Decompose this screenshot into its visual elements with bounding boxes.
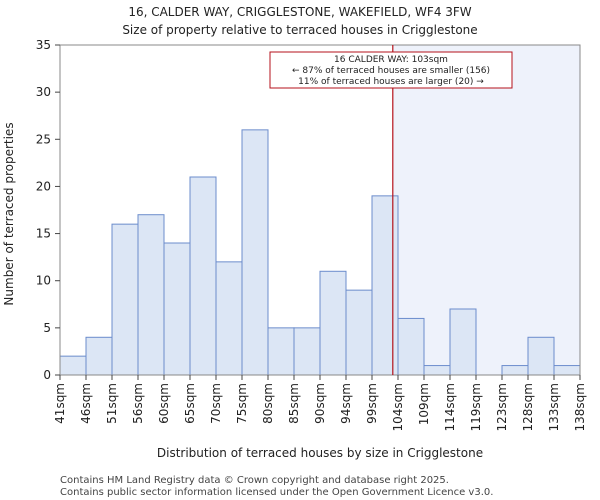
chart-subtitle: Size of property relative to terraced ho… — [122, 23, 477, 37]
bar — [345, 289, 373, 376]
x-tick-label: 65sqm — [183, 383, 197, 424]
bar — [241, 129, 269, 376]
bar — [59, 355, 87, 376]
y-axis-label: Number of terraced properties — [2, 122, 16, 305]
y-tick-label: 20 — [36, 179, 51, 193]
x-tick-label: 94sqm — [339, 383, 353, 424]
x-tick-label: 85sqm — [287, 383, 301, 424]
x-tick-label: 119sqm — [469, 383, 483, 431]
bar — [527, 336, 555, 376]
bar — [267, 327, 295, 376]
y-tick-label: 35 — [36, 38, 51, 52]
y-tick-label: 5 — [43, 321, 51, 335]
bar — [215, 261, 243, 376]
x-tick-label: 104sqm — [391, 383, 405, 431]
footer-copyright: Contains HM Land Registry data © Crown c… — [60, 475, 449, 486]
bar — [397, 317, 425, 376]
annotation-line: ← 87% of terraced houses are smaller (15… — [292, 66, 490, 76]
bar — [371, 195, 399, 376]
x-tick-label: 75sqm — [235, 383, 249, 424]
bar — [423, 365, 451, 376]
bar — [449, 308, 477, 376]
footer-licence: Contains public sector information licen… — [60, 487, 493, 498]
y-tick-label: 25 — [36, 132, 51, 146]
x-tick-label: 123sqm — [495, 383, 509, 431]
x-tick-label: 46sqm — [79, 383, 93, 424]
x-tick-label: 90sqm — [313, 383, 327, 424]
x-tick-label: 56sqm — [131, 383, 145, 424]
y-tick-label: 15 — [36, 227, 51, 241]
chart-title: 16, CALDER WAY, CRIGGLESTONE, WAKEFIELD,… — [128, 5, 471, 19]
x-tick-label: 70sqm — [209, 383, 223, 424]
bar — [189, 176, 217, 376]
annotation-line: 16 CALDER WAY: 103sqm — [334, 55, 448, 65]
bar — [163, 242, 191, 376]
annotation-box — [269, 51, 513, 89]
x-tick-label: 109qm — [417, 383, 431, 425]
bar — [319, 270, 347, 376]
y-tick-label: 0 — [43, 368, 51, 382]
x-axis-label: Distribution of terraced houses by size … — [157, 446, 483, 460]
bar — [293, 327, 321, 376]
x-tick-label: 51sqm — [105, 383, 119, 424]
bar — [553, 365, 581, 376]
x-tick-label: 41sqm — [53, 383, 67, 424]
plot-area: 0 5 10 15 20 25 30 35 41sqm 46sqm 51sqm 56sqm 60sqm 6… — [36, 38, 587, 431]
x-tick-label: 114sqm — [443, 383, 457, 431]
bar — [501, 365, 529, 376]
y-tick-label: 30 — [36, 85, 51, 99]
x-tick-label: 99sqm — [365, 383, 379, 424]
x-tick-label: 80sqm — [261, 383, 275, 424]
x-tick-label: 138sqm — [573, 383, 587, 431]
x-tick-label: 128sqm — [521, 383, 535, 431]
annotation-line: 11% of terraced houses are larger (20) → — [298, 77, 484, 87]
bar — [137, 214, 165, 376]
bar — [85, 336, 113, 376]
x-tick-label: 133sqm — [547, 383, 561, 431]
x-tick-label: 60sqm — [157, 383, 171, 424]
y-tick-label: 10 — [36, 274, 51, 288]
bar — [111, 223, 139, 376]
